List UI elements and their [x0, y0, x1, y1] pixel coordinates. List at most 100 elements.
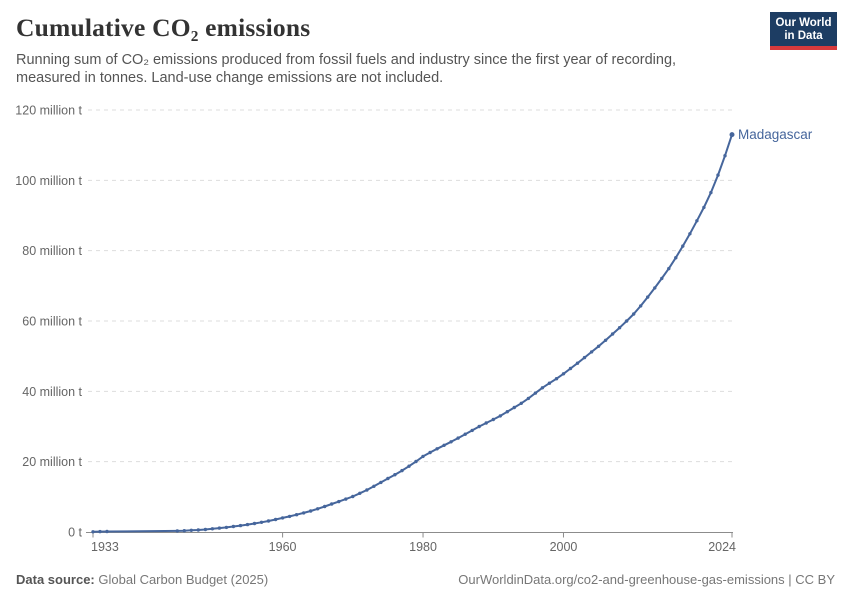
- data-point[interactable]: [477, 424, 481, 429]
- series-entity-label[interactable]: Madagascar: [738, 127, 813, 142]
- data-point[interactable]: [302, 511, 306, 515]
- data-source-label: Data source:: [16, 572, 95, 587]
- data-point[interactable]: [547, 381, 552, 385]
- data-point[interactable]: [414, 459, 418, 464]
- data-point[interactable]: [470, 428, 474, 433]
- data-point[interactable]: [217, 526, 222, 530]
- chart-subtitle: Running sum of CO₂ emissions produced fr…: [16, 52, 677, 86]
- data-point[interactable]: [386, 476, 390, 481]
- data-point[interactable]: [491, 417, 495, 422]
- attribution-link[interactable]: OurWorldinData.org/co2-and-greenhouse-ga…: [458, 572, 835, 587]
- data-point[interactable]: [98, 529, 102, 534]
- y-axis-tick-label: 40 million t: [22, 385, 82, 399]
- data-point[interactable]: [625, 319, 629, 323]
- data-point[interactable]: [639, 304, 643, 308]
- data-point[interactable]: [330, 502, 334, 506]
- data-point[interactable]: [238, 523, 243, 528]
- data-point[interactable]: [723, 154, 727, 158]
- series-line[interactable]: [92, 134, 733, 533]
- data-point[interactable]: [729, 132, 735, 138]
- data-point[interactable]: [512, 405, 516, 410]
- owid-logo-line2: in Data: [784, 30, 823, 42]
- data-point[interactable]: [421, 454, 425, 459]
- data-point[interactable]: [596, 344, 601, 348]
- data-point[interactable]: [554, 377, 559, 381]
- data-point[interactable]: [646, 295, 650, 299]
- data-point[interactable]: [323, 504, 327, 509]
- data-point[interactable]: [196, 528, 200, 532]
- data-point[interactable]: [582, 355, 587, 360]
- data-point[interactable]: [294, 513, 299, 517]
- data-point[interactable]: [245, 522, 250, 527]
- data-point[interactable]: [589, 350, 594, 354]
- data-point[interactable]: [505, 410, 509, 414]
- y-axis-tick-label: 100 million t: [15, 174, 82, 188]
- data-source-value: Global Carbon Budget (2025): [98, 572, 269, 587]
- data-point[interactable]: [519, 401, 523, 405]
- chart-footer: Data source: Global Carbon Budget (2025)…: [16, 572, 835, 587]
- data-point[interactable]: [309, 509, 313, 513]
- data-point[interactable]: [456, 436, 460, 440]
- data-point[interactable]: [660, 276, 664, 281]
- data-point[interactable]: [610, 332, 615, 336]
- data-point[interactable]: [91, 530, 95, 534]
- data-point[interactable]: [175, 529, 179, 533]
- y-axis-tick-label: 120 million t: [15, 104, 82, 118]
- data-point[interactable]: [688, 232, 692, 236]
- data-point[interactable]: [498, 414, 502, 418]
- data-point[interactable]: [259, 520, 264, 524]
- data-point[interactable]: [337, 499, 341, 504]
- owid-logo[interactable]: Our World in Data: [770, 12, 837, 50]
- data-point[interactable]: [484, 421, 488, 425]
- data-point[interactable]: [681, 244, 685, 248]
- data-point[interactable]: [695, 219, 699, 223]
- data-point[interactable]: [189, 528, 193, 532]
- x-axis-tick-label: 1960: [269, 540, 297, 554]
- y-axis-tick-label: 60 million t: [22, 315, 82, 329]
- data-point[interactable]: [533, 391, 538, 395]
- data-point[interactable]: [365, 488, 369, 492]
- data-point[interactable]: [266, 519, 271, 523]
- data-point[interactable]: [702, 205, 706, 210]
- data-point[interactable]: [632, 312, 636, 316]
- data-point[interactable]: [449, 440, 453, 444]
- data-point[interactable]: [674, 256, 678, 260]
- data-point[interactable]: [540, 386, 545, 390]
- data-point[interactable]: [463, 432, 467, 436]
- data-point[interactable]: [653, 286, 657, 290]
- data-point[interactable]: [716, 173, 720, 177]
- data-point[interactable]: [105, 529, 109, 534]
- data-point[interactable]: [709, 190, 713, 195]
- data-point[interactable]: [603, 338, 608, 342]
- data-point[interactable]: [273, 517, 278, 522]
- data-point[interactable]: [224, 525, 229, 530]
- data-point[interactable]: [351, 494, 355, 499]
- data-point[interactable]: [435, 447, 439, 451]
- data-point[interactable]: [617, 326, 622, 330]
- data-point[interactable]: [203, 527, 208, 532]
- data-point[interactable]: [344, 497, 348, 501]
- data-point[interactable]: [667, 266, 671, 271]
- data-point[interactable]: [372, 484, 376, 488]
- data-point[interactable]: [442, 443, 446, 447]
- x-axis-tick-label: 2024: [708, 540, 736, 554]
- data-point[interactable]: [182, 529, 186, 533]
- data-point[interactable]: [393, 473, 397, 477]
- data-point[interactable]: [568, 366, 573, 371]
- data-point[interactable]: [280, 516, 285, 520]
- data-point[interactable]: [210, 527, 215, 531]
- data-point[interactable]: [407, 464, 411, 468]
- data-point[interactable]: [252, 521, 257, 526]
- data-point[interactable]: [400, 468, 404, 473]
- data-point[interactable]: [358, 491, 362, 495]
- data-point[interactable]: [287, 514, 292, 519]
- data-point[interactable]: [526, 396, 531, 401]
- data-point[interactable]: [379, 480, 383, 485]
- data-point[interactable]: [428, 450, 432, 455]
- data-point[interactable]: [561, 372, 566, 376]
- data-point[interactable]: [575, 361, 580, 365]
- data-point[interactable]: [231, 524, 236, 529]
- data-point[interactable]: [316, 507, 320, 511]
